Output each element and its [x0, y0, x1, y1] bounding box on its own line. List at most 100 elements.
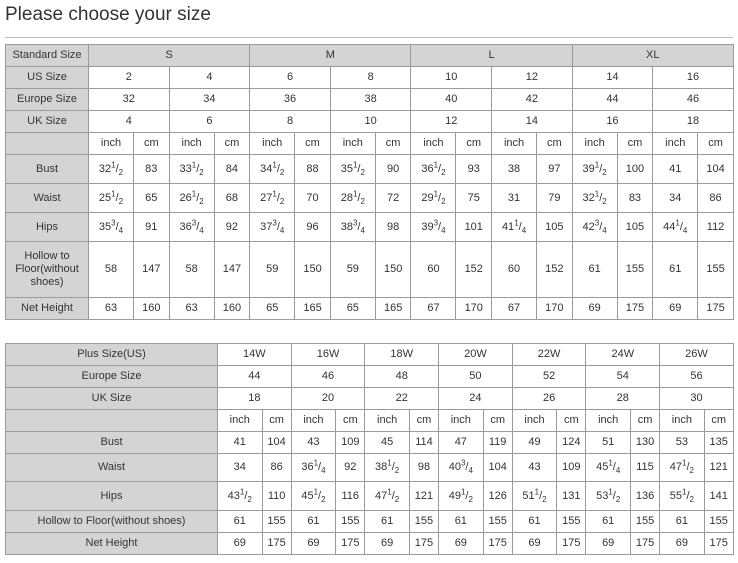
measurement-cell: 261/2: [168, 183, 215, 213]
unit-inch: inch: [364, 409, 410, 432]
measurement-row: Hips 431/2 110 451/2 116 471/2 121 491/2 126 511/…: [5, 481, 734, 511]
size-cell: 52: [511, 365, 587, 388]
measurement-cell: 92: [335, 453, 366, 482]
unit-cm: cm: [335, 409, 366, 432]
measurement-cell: 121: [703, 453, 734, 482]
measurement-cell: 471/2: [659, 453, 705, 482]
measurement-cell: 69: [659, 532, 705, 555]
measurement-cell: 391/2: [571, 154, 618, 184]
size-cell: 56: [659, 365, 734, 388]
measurement-cell: 291/2: [410, 183, 457, 213]
size-cell: 34: [168, 88, 251, 111]
measurement-cell: 115: [629, 453, 661, 482]
row-label: Hips: [5, 212, 89, 242]
size-cell: 24: [438, 387, 513, 410]
measurement-cell: 441/4: [652, 212, 699, 242]
measurement-cell: 83: [616, 183, 654, 213]
measurement-cell: 98: [374, 212, 412, 242]
europe-size-row: Europe Size 44 46 48 50 52 54 56: [5, 365, 734, 388]
measurement-cell: 251/2: [88, 183, 134, 213]
measurement-cell: 69: [438, 532, 484, 555]
divider: [5, 37, 733, 38]
measurement-cell: 451/4: [585, 453, 631, 482]
row-label: [5, 132, 89, 155]
measurement-cell: 90: [374, 154, 412, 184]
unit-inch: inch: [410, 132, 457, 155]
measurement-cell: 451/2: [290, 481, 337, 511]
row-label: Standard Size: [5, 44, 89, 67]
unit-cm: cm: [703, 409, 734, 432]
measurement-cell: 121: [408, 481, 440, 511]
size-cell: 6: [249, 66, 331, 89]
measurement-cell: 69: [290, 532, 337, 555]
size-cell: 4: [88, 110, 170, 133]
measurement-cell: 61: [511, 510, 558, 533]
row-label: Hollow to Floor(without shoes): [5, 510, 218, 533]
unit-cm: cm: [408, 409, 440, 432]
measurement-cell: 361/2: [410, 154, 457, 184]
measurement-cell: 63: [168, 297, 215, 320]
measurement-cell: 65: [329, 297, 376, 320]
row-label: US Size: [5, 66, 89, 89]
size-cell: 38: [329, 88, 412, 111]
size-cell: 48: [364, 365, 440, 388]
size-cell: 46: [290, 365, 366, 388]
measurement-cell: 110: [261, 481, 292, 511]
measurement-cell: 109: [556, 453, 587, 482]
measurement-cell: 69: [217, 532, 263, 555]
measurement-cell: 58: [88, 241, 134, 298]
measurement-cell: 124: [556, 431, 587, 454]
unit-row: inch cm inch cm inch cm inch cm inch cm inch cm inch…: [5, 132, 734, 155]
unit-cm: cm: [629, 409, 661, 432]
size-cell: 8: [249, 110, 331, 133]
measurement-cell: 34: [217, 453, 263, 482]
size-cell: 14: [491, 110, 573, 133]
measurement-cell: 155: [616, 241, 654, 298]
size-cell: 30: [659, 387, 734, 410]
measurement-cell: 150: [294, 241, 331, 298]
measurement-row: Hollow to Floor(without shoes) 61 155 61 155…: [5, 510, 734, 533]
row-label: Bust: [5, 431, 218, 454]
measurement-cell: 393/4: [410, 212, 457, 242]
measurement-cell: 361/4: [290, 453, 337, 482]
measurement-cell: 63: [88, 297, 134, 320]
row-label: Waist: [5, 453, 218, 482]
measurement-cell: 69: [364, 532, 410, 555]
measurement-cell: 58: [168, 241, 215, 298]
measurement-cell: 373/4: [249, 212, 296, 242]
measurement-cell: 31: [491, 183, 538, 213]
measurement-cell: 61: [571, 241, 618, 298]
row-label: Hips: [5, 481, 218, 511]
measurement-cell: 152: [455, 241, 493, 298]
size-group-header: L: [410, 44, 573, 67]
measurement-cell: 165: [374, 297, 412, 320]
measurement-cell: 155: [697, 241, 734, 298]
measurement-cell: 281/2: [329, 183, 376, 213]
unit-inch: inch: [329, 132, 376, 155]
measurement-cell: 531/2: [585, 481, 631, 511]
measurement-cell: 135: [703, 431, 734, 454]
measurement-cell: 112: [697, 212, 734, 242]
size-cell: 14W: [217, 343, 292, 366]
measurement-cell: 79: [536, 183, 573, 213]
measurement-cell: 86: [261, 453, 292, 482]
measurement-cell: 116: [335, 481, 366, 511]
unit-inch: inch: [249, 132, 296, 155]
measurement-cell: 49: [511, 431, 558, 454]
measurement-cell: 69: [571, 297, 618, 320]
unit-cm: cm: [294, 132, 331, 155]
measurement-cell: 104: [482, 453, 513, 482]
size-cell: 28: [585, 387, 661, 410]
measurement-cell: 147: [133, 241, 170, 298]
measurement-cell: 61: [659, 510, 705, 533]
unit-inch: inch: [217, 409, 263, 432]
unit-inch: inch: [438, 409, 484, 432]
measurement-cell: 100: [616, 154, 654, 184]
unit-inch: inch: [290, 409, 337, 432]
measurement-cell: 160: [133, 297, 170, 320]
size-cell: 44: [571, 88, 654, 111]
row-label: Bust: [5, 154, 89, 184]
unit-cm: cm: [374, 132, 412, 155]
size-group-header: S: [87, 44, 251, 67]
measurement-cell: 84: [213, 154, 251, 184]
